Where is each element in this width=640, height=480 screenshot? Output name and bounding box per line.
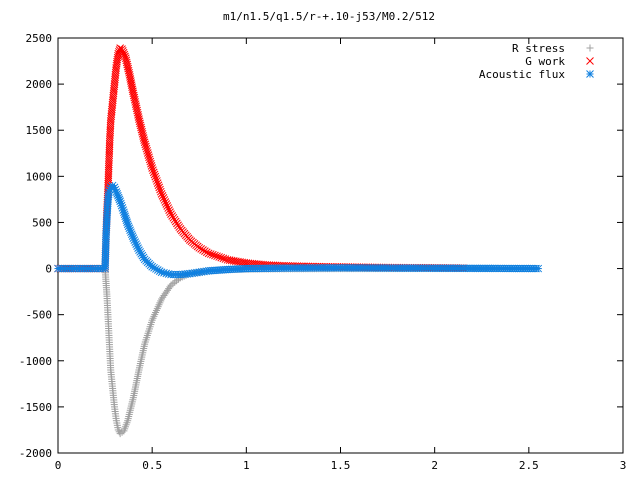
legend: R stress G work Acoustic flux <box>479 42 594 81</box>
data-point <box>202 248 211 257</box>
chart-title: m1/n1.5/q1.5/r-+.10-j53/M0.2/512 <box>223 10 435 23</box>
data-point <box>201 247 209 255</box>
data-point <box>171 278 179 286</box>
data-point <box>146 157 155 166</box>
data-point <box>145 153 153 162</box>
data-point <box>217 253 226 262</box>
y-axis: 2500 2000 1500 1000 500 0 -500 -1000 -1500 -2000 <box>19 32 623 460</box>
data-point <box>158 192 167 200</box>
y-tick-label: -1500 <box>19 401 52 414</box>
series-layer <box>54 44 543 438</box>
y-tick-label: 1000 <box>26 170 53 183</box>
x-tick-label: 0 <box>55 459 62 472</box>
x-tick-label: 2.5 <box>519 459 539 472</box>
y-tick-label: 1500 <box>26 124 53 137</box>
data-point <box>211 251 219 260</box>
y-tick-label: -1000 <box>19 355 52 368</box>
y-tick-label: -2000 <box>19 447 52 460</box>
data-point <box>140 136 148 144</box>
series-r-stress <box>54 265 542 438</box>
legend-marker <box>586 44 594 52</box>
data-point <box>149 168 158 177</box>
data-point <box>169 280 177 288</box>
data-point <box>152 174 160 183</box>
y-tick-label: 2000 <box>26 78 53 91</box>
data-point <box>166 208 174 216</box>
data-point <box>153 177 161 185</box>
legend-marker <box>586 57 594 65</box>
x-axis: 0 0.5 1 1.5 2 2.5 3 <box>55 38 627 472</box>
data-point <box>162 200 171 208</box>
y-tick-label: 500 <box>32 216 52 229</box>
data-point <box>204 249 213 258</box>
data-point <box>148 164 157 172</box>
data-point <box>155 183 164 192</box>
data-point <box>143 149 152 157</box>
data-point <box>156 185 164 194</box>
data-point <box>199 246 207 254</box>
data-point <box>215 253 223 261</box>
data-point <box>219 254 228 263</box>
data-point <box>195 243 204 252</box>
x-tick-label: 2 <box>431 459 438 472</box>
data-point <box>213 252 221 261</box>
data-point <box>160 196 169 204</box>
y-tick-label: -500 <box>26 309 53 322</box>
legend-label-acoustic-flux: Acoustic flux <box>479 68 565 81</box>
data-point <box>153 179 162 187</box>
data-point <box>150 170 159 179</box>
data-point <box>149 166 157 175</box>
data-point <box>151 172 160 181</box>
data-point <box>164 204 173 212</box>
data-point <box>143 146 151 155</box>
legend-marker <box>586 70 594 78</box>
data-point <box>140 138 149 147</box>
data-point <box>156 187 165 196</box>
data-point <box>141 140 150 149</box>
data-point <box>197 245 205 253</box>
series-acoustic-flux <box>54 181 543 279</box>
data-point <box>145 155 154 164</box>
x-tick-label: 1 <box>243 459 250 472</box>
x-tick-label: 0.5 <box>142 459 162 472</box>
y-tick-label: 0 <box>45 263 52 276</box>
data-point <box>147 159 155 168</box>
data-point <box>161 198 170 206</box>
data-point <box>142 142 150 151</box>
data-point <box>534 264 543 273</box>
x-tick-label: 3 <box>620 459 627 472</box>
data-point <box>144 151 153 159</box>
data-point <box>142 144 151 153</box>
legend-label-r-stress: R stress <box>512 42 565 55</box>
plot-frame <box>57 37 624 454</box>
data-point <box>154 181 163 190</box>
legend-label-g-work: G work <box>525 55 565 68</box>
data-point <box>166 283 174 291</box>
data-point <box>163 202 172 210</box>
data-point <box>159 194 168 202</box>
data-point <box>157 190 166 198</box>
x-tick-label: 1.5 <box>331 459 351 472</box>
series-g-work <box>54 44 467 273</box>
data-point <box>206 250 215 258</box>
data-point <box>208 250 217 259</box>
data-point <box>165 206 173 214</box>
data-point <box>147 162 156 170</box>
y-tick-label: 2500 <box>26 32 53 45</box>
